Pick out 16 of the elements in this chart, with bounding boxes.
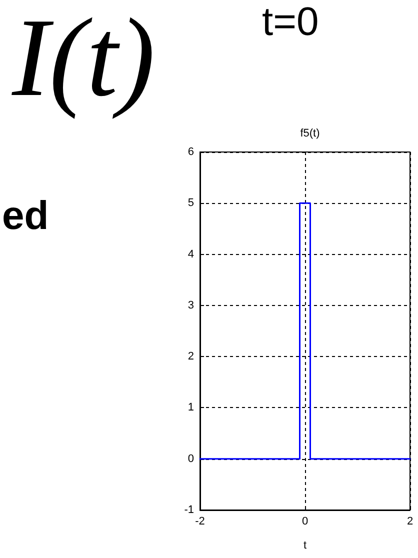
x-tick-label: 0 xyxy=(302,516,308,528)
x-tick-label: -2 xyxy=(195,516,205,528)
y-tick-label: 6 xyxy=(188,146,194,158)
x-axis-title: t xyxy=(303,540,307,552)
x-tick-label: 2 xyxy=(406,516,414,528)
chart-title: f5(t) xyxy=(300,128,320,140)
text: ed xyxy=(2,194,49,238)
y-tick-label: 4 xyxy=(188,248,194,260)
text: t=0 xyxy=(262,0,319,44)
y-tick-label: -1 xyxy=(184,504,194,516)
y-tick-label: 0 xyxy=(188,452,194,465)
y-tick-label: 3 xyxy=(188,299,194,312)
y-tick-label: 1 xyxy=(188,402,194,414)
text: I(t) xyxy=(11,0,156,120)
y-tick-label: 2 xyxy=(188,350,194,363)
y-tick-label: 5 xyxy=(188,197,194,210)
